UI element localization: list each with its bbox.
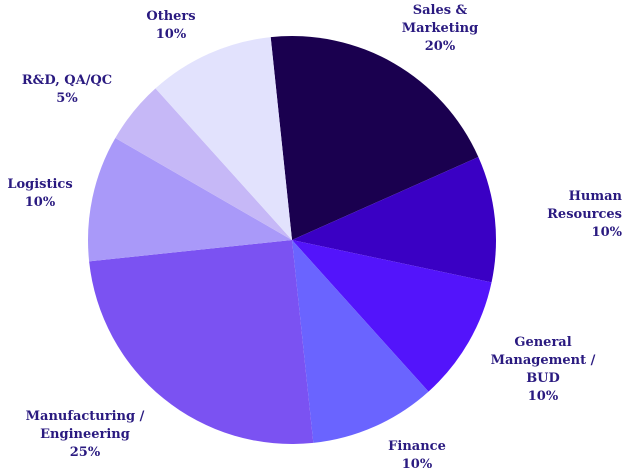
category-label: R&D, QA/QC xyxy=(21,73,113,88)
pie-slice xyxy=(292,157,497,283)
pie-slice xyxy=(115,88,293,240)
slice-label: Sales & Marketing 20% xyxy=(392,2,488,56)
pie-slice xyxy=(88,138,293,262)
value-label: 10% xyxy=(591,225,622,240)
category-label: Others xyxy=(146,9,196,24)
pie-slice xyxy=(155,37,292,240)
category-label: Manufacturing / Engineering xyxy=(25,409,145,442)
value-label: 10% xyxy=(155,27,187,42)
slice-label: Others 10% xyxy=(126,8,216,44)
value-label: 10% xyxy=(401,457,433,472)
slice-label: Human Resources 10% xyxy=(520,188,622,242)
slice-label: Finance 10% xyxy=(372,438,462,474)
category-label: Finance xyxy=(388,439,446,454)
value-label: 10% xyxy=(24,195,56,210)
slice-label: General Management / BUD 10% xyxy=(478,334,608,406)
value-label: 10% xyxy=(527,389,559,404)
pie-slice xyxy=(292,240,429,443)
category-label: Logistics xyxy=(7,177,73,192)
slice-label: Manufacturing / Engineering 25% xyxy=(10,408,160,462)
pie-slice xyxy=(89,240,314,444)
category-label: Sales & Marketing xyxy=(401,3,479,36)
category-label: General Management / BUD xyxy=(490,335,596,386)
value-label: 25% xyxy=(69,445,101,460)
value-label: 5% xyxy=(56,91,78,106)
slice-label: R&D, QA/QC 5% xyxy=(4,72,130,108)
pie-slice xyxy=(292,240,492,392)
pie-slice xyxy=(270,36,479,241)
slice-label: Logistics 10% xyxy=(0,176,80,212)
value-label: 20% xyxy=(424,39,456,54)
category-label: Human Resources xyxy=(547,189,622,222)
